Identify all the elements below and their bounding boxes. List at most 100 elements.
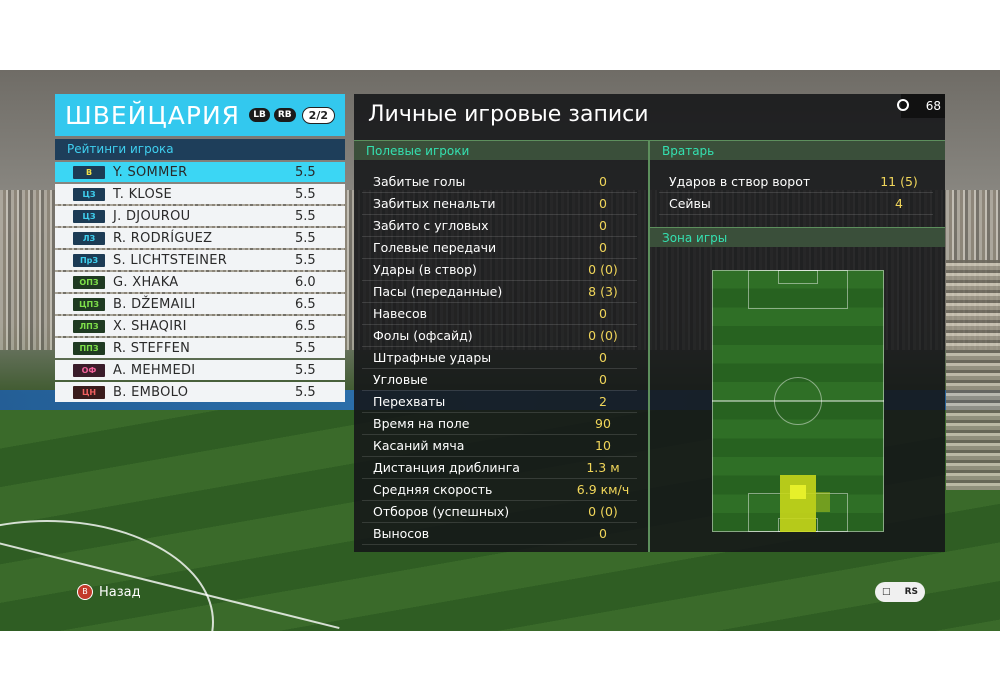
player-name: S. LICHTSTEINER xyxy=(113,252,228,268)
stat-row: Дистанция дриблинга 1.3 м xyxy=(362,457,637,479)
player-row[interactable]: ЦЗ T. KLOSE 5.5 xyxy=(55,184,345,204)
stat-value: 8 (3) xyxy=(588,284,618,299)
stat-label: Выносов xyxy=(373,526,430,541)
field-players-header: Полевые игроки xyxy=(354,140,648,160)
stat-value: 2 xyxy=(599,394,607,409)
chat-icon: □ xyxy=(882,587,891,597)
stat-label: Пасы (переданные) xyxy=(373,284,503,299)
position-badge: ОПЗ xyxy=(73,275,105,289)
stat-row: Забитых пенальти 0 xyxy=(362,193,637,215)
gk-stat-label: Ударов в створ ворот xyxy=(669,174,811,189)
position-badge: ППЗ xyxy=(73,341,105,355)
stat-label: Забитых пенальти xyxy=(373,196,496,211)
position-badge: ЦН xyxy=(73,385,105,399)
player-rating: 5.5 xyxy=(295,340,316,356)
center-circle xyxy=(774,377,822,425)
team-name: ШВЕЙЦАРИЯ xyxy=(65,100,241,130)
back-button[interactable]: B Назад xyxy=(77,584,141,600)
stat-value: 0 xyxy=(599,218,607,233)
top-goal-box xyxy=(778,270,818,284)
team-header: ШВЕЙЦАРИЯ LB RB 2/2 xyxy=(55,94,345,136)
stat-label: Отборов (успешных) xyxy=(373,504,510,519)
position-badge: ОФ xyxy=(73,363,105,377)
field-stats-list: Забитые голы 0 Забитых пенальти 0 Забито с у… xyxy=(362,171,637,545)
stat-value: 0 (0) xyxy=(588,328,618,343)
stat-label: Голевые передачи xyxy=(373,240,497,255)
player-row[interactable]: ЦН B. EMBOLO 5.5 xyxy=(55,382,345,402)
section-divider xyxy=(648,140,650,552)
stats-panel: Личные игровые записи 68 Полевые игроки … xyxy=(354,94,945,552)
player-name: T. KLOSE xyxy=(113,186,173,202)
player-name: J. DJOUROU xyxy=(113,208,191,224)
player-rating: 5.5 xyxy=(295,164,316,180)
team-panel: ШВЕЙЦАРИЯ LB RB 2/2 Рейтинги игрока В Y. … xyxy=(55,94,345,402)
player-rating: 6.5 xyxy=(295,296,316,312)
timer-icon xyxy=(897,99,909,111)
goalkeeper-stats-list: Ударов в створ ворот 11 (5) Сейвы 4 xyxy=(659,171,933,215)
player-name: B. DŽEMAILI xyxy=(113,296,196,312)
stat-value: 0 xyxy=(599,196,607,211)
stat-row: Забитые голы 0 xyxy=(362,171,637,193)
lb-button[interactable]: LB xyxy=(249,108,270,122)
player-rating: 6.5 xyxy=(295,318,316,334)
stat-label: Фолы (офсайд) xyxy=(373,328,473,343)
player-row[interactable]: ЛЗ R. RODRÍGUEZ 5.5 xyxy=(55,228,345,248)
player-rating: 5.5 xyxy=(295,230,316,246)
player-row[interactable]: В Y. SOMMER 5.5 xyxy=(55,162,345,182)
timer-value: 68 xyxy=(925,99,941,113)
stat-value: 0 xyxy=(599,350,607,365)
rb-button[interactable]: RB xyxy=(273,108,296,122)
player-name: R. STEFFEN xyxy=(113,340,191,356)
position-badge: ЛПЗ xyxy=(73,319,105,333)
player-rating: 6.0 xyxy=(295,274,316,290)
stat-value: 90 xyxy=(595,416,611,431)
stat-value: 0 xyxy=(599,306,607,321)
heatmap-pitch xyxy=(712,270,884,532)
stat-label: Навесов xyxy=(373,306,428,321)
top-penalty-box xyxy=(748,270,848,309)
stat-label: Перехваты xyxy=(373,394,446,409)
gk-stat-value: 4 xyxy=(895,196,903,211)
player-row[interactable]: ЦПЗ B. DŽEMAILI 6.5 xyxy=(55,294,345,314)
stat-value: 10 xyxy=(595,438,611,453)
stat-value: 0 (0) xyxy=(588,504,618,519)
stat-row: Навесов 0 xyxy=(362,303,637,325)
player-row[interactable]: ППЗ R. STEFFEN 5.5 xyxy=(55,338,345,358)
goalkeeper-header: Вратарь xyxy=(650,140,945,160)
player-row[interactable]: ПрЗ S. LICHTSTEINER 5.5 xyxy=(55,250,345,270)
stat-row: Выносов 0 xyxy=(362,523,637,545)
stat-label: Средняя скорость xyxy=(373,482,493,497)
right-stands xyxy=(946,260,1000,490)
page-title: Личные игровые записи xyxy=(368,102,649,127)
rs-button-label: RS xyxy=(904,587,918,597)
stat-value: 1.3 м xyxy=(586,460,620,475)
player-row[interactable]: ЦЗ J. DJOUROU 5.5 xyxy=(55,206,345,226)
stat-label: Удары (в створ) xyxy=(373,262,477,277)
stat-label: Касаний мяча xyxy=(373,438,465,453)
player-rating: 5.5 xyxy=(295,186,316,202)
stat-row: Фолы (офсайд) 0 (0) xyxy=(362,325,637,347)
stat-row: Голевые передачи 0 xyxy=(362,237,637,259)
heat-zone-peak xyxy=(790,485,806,499)
player-row[interactable]: ОФ A. MEHMEDI 5.5 xyxy=(55,360,345,380)
player-row[interactable]: ЛПЗ X. SHAQIRI 6.5 xyxy=(55,316,345,336)
stat-row: Пасы (переданные) 8 (3) xyxy=(362,281,637,303)
position-badge: ПрЗ xyxy=(73,253,105,267)
ratings-label: Рейтинги игрока xyxy=(55,139,345,160)
stat-value: 0 xyxy=(599,240,607,255)
player-name: Y. SOMMER xyxy=(113,164,188,180)
player-name: A. MEHMEDI xyxy=(113,362,196,378)
player-name: R. RODRÍGUEZ xyxy=(113,230,213,246)
stat-row: Время на поле 90 xyxy=(362,413,637,435)
gk-stat-row: Сейвы 4 xyxy=(659,193,933,215)
player-row[interactable]: ОПЗ G. XHAKA 6.0 xyxy=(55,272,345,292)
stat-row: Касаний мяча 10 xyxy=(362,435,637,457)
stat-value: 0 xyxy=(599,174,607,189)
gk-stat-row: Ударов в створ ворот 11 (5) xyxy=(659,171,933,193)
player-name: G. XHAKA xyxy=(113,274,179,290)
position-badge: ЦПЗ xyxy=(73,297,105,311)
stat-row: Штрафные удары 0 xyxy=(362,347,637,369)
chat-control[interactable]: □ RS xyxy=(875,582,925,602)
page-indicator: 2/2 xyxy=(301,106,335,124)
player-rating: 5.5 xyxy=(295,252,316,268)
